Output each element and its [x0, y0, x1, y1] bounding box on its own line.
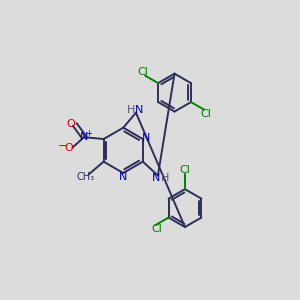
Text: O: O	[64, 143, 73, 153]
Text: H: H	[160, 173, 169, 183]
Text: Cl: Cl	[137, 67, 148, 77]
Text: Cl: Cl	[179, 165, 191, 175]
Text: N: N	[80, 132, 89, 142]
Text: H: H	[127, 105, 135, 116]
Text: Cl: Cl	[151, 224, 162, 234]
Text: N: N	[152, 173, 160, 183]
Text: N: N	[142, 133, 151, 143]
Text: Cl: Cl	[201, 109, 212, 119]
Text: CH₃: CH₃	[76, 172, 94, 182]
Text: N: N	[134, 105, 143, 116]
Text: −: −	[58, 141, 68, 151]
Text: O: O	[66, 119, 75, 129]
Text: +: +	[85, 128, 92, 137]
Text: N: N	[119, 172, 128, 182]
